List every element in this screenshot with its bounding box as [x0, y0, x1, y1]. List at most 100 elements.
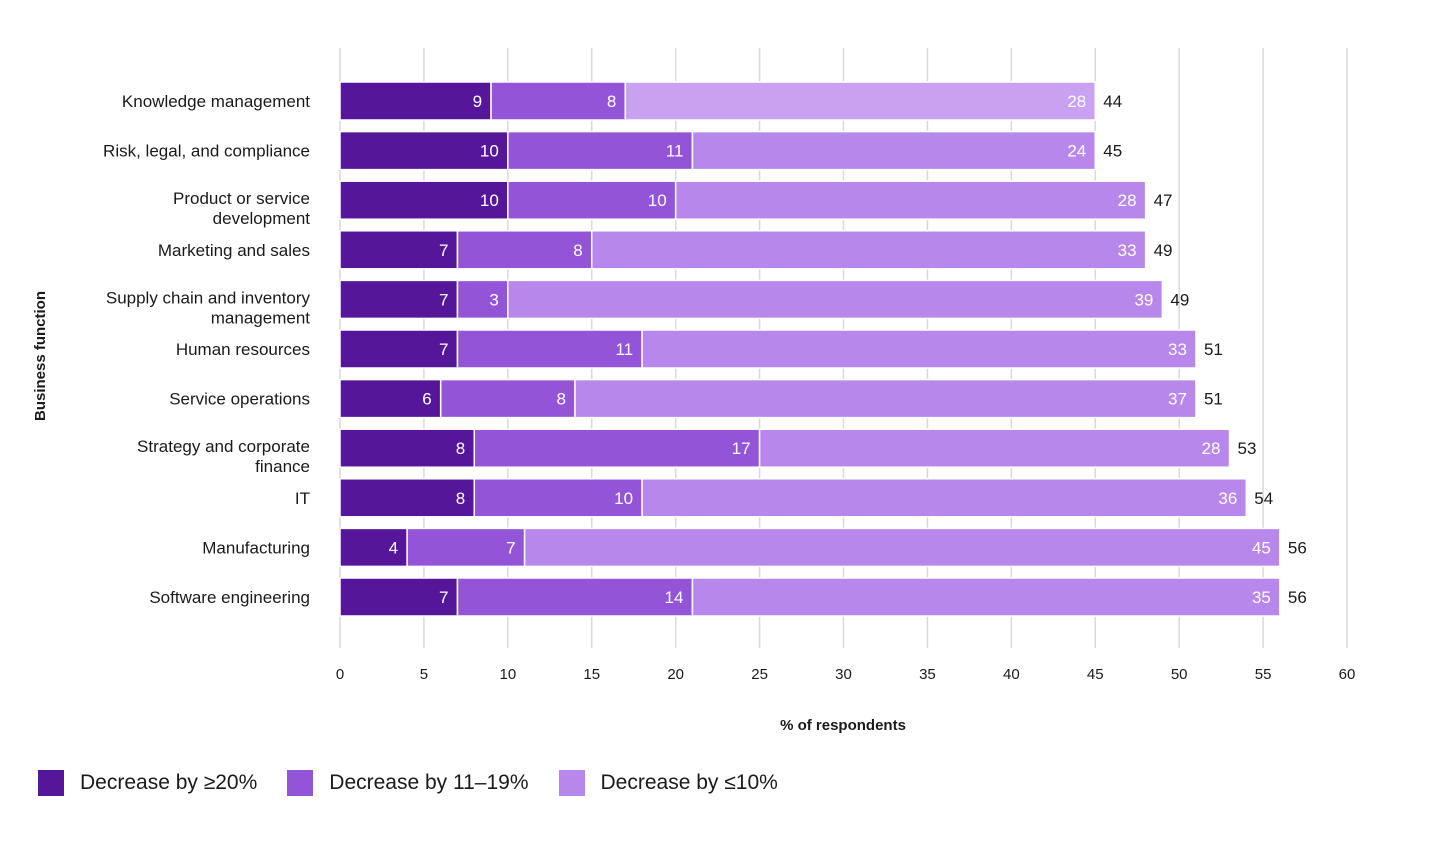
bar-segment-0-8 — [339, 478, 476, 518]
total-label-1: 45 — [1103, 142, 1122, 161]
bar-segment-2-6 — [574, 378, 1197, 419]
data-label-2-9: 45 — [1252, 538, 1271, 557]
total-label-2: 47 — [1154, 191, 1173, 210]
data-label-2-0: 28 — [1067, 92, 1086, 111]
total-label-3: 49 — [1154, 241, 1173, 260]
data-label-0-2: 10 — [480, 191, 499, 210]
data-label-1-1: 11 — [666, 142, 684, 161]
bar-segment-2-1 — [691, 130, 1096, 171]
data-label-1-5: 11 — [615, 340, 633, 359]
bar-segment-2-10 — [691, 577, 1281, 617]
bar-segment-0-2 — [339, 180, 509, 220]
data-label-1-2: 10 — [648, 191, 667, 210]
x-tick-label-10: 10 — [499, 666, 516, 683]
bar-segment-1-2 — [507, 180, 677, 220]
data-label-1-7: 17 — [732, 439, 751, 458]
category-label-7: Strategy and corporate finance — [137, 437, 310, 476]
data-label-1-9: 7 — [506, 538, 515, 557]
x-tick-label-25: 25 — [751, 666, 768, 683]
bar-segment-1-4 — [456, 279, 509, 320]
data-label-0-0: 9 — [473, 92, 482, 111]
data-label-0-3: 7 — [439, 241, 448, 260]
x-tick-label-0: 0 — [336, 666, 344, 683]
total-label-8: 54 — [1254, 489, 1273, 508]
x-tick-label-60: 60 — [1339, 666, 1356, 683]
bar-segment-2-2 — [674, 180, 1147, 220]
data-label-1-3: 8 — [573, 241, 582, 260]
legend-item-mild: Decrease by ≤10% — [558, 770, 778, 796]
bar-segment-1-0 — [490, 81, 627, 121]
total-label-6: 51 — [1204, 390, 1223, 409]
labels: 0 5 10 15 20 25 30 35 40 45 50 55 60 Knowledge manage… — [103, 92, 1355, 683]
category-label-3: Marketing and sales — [158, 241, 310, 260]
category-label-9: Manufacturing — [202, 538, 310, 557]
category-label-1: Risk, legal, and compliance — [103, 142, 310, 161]
bar-segment-2-8 — [641, 478, 1248, 518]
x-axis-title: % of respondents — [780, 717, 906, 734]
data-label-0-9: 4 — [389, 538, 398, 557]
bar-segment-1-6 — [439, 378, 576, 419]
data-label-0-10: 7 — [439, 588, 448, 607]
data-label-2-4: 39 — [1134, 290, 1153, 309]
bar-segment-0-5 — [339, 329, 459, 369]
legend-swatch-moderate — [287, 770, 314, 796]
total-label-7: 53 — [1238, 439, 1257, 458]
data-label-0-6: 6 — [422, 390, 431, 409]
bar-segment-2-4 — [507, 279, 1164, 320]
bar-segment-0-9 — [339, 527, 408, 568]
data-label-2-5: 33 — [1168, 340, 1187, 359]
total-label-5: 51 — [1204, 340, 1223, 359]
x-tick-label-45: 45 — [1087, 666, 1104, 683]
legend-swatch-mild — [558, 770, 585, 796]
category-label-line: Strategy and corporate — [137, 437, 310, 456]
bar-segment-1-5 — [456, 329, 643, 369]
data-label-1-8: 10 — [614, 489, 633, 508]
bar-segment-1-9 — [406, 527, 526, 568]
category-label-2: Product or service development — [173, 189, 310, 228]
category-label-5: Human resources — [176, 340, 310, 359]
bar-segment-0-7 — [339, 428, 476, 468]
bars — [339, 81, 1281, 617]
category-label-line: finance — [255, 457, 310, 476]
x-tick-label-40: 40 — [1003, 666, 1020, 683]
legend-label-mild: Decrease by ≤10% — [600, 771, 778, 794]
x-tick-label-15: 15 — [583, 666, 600, 683]
category-label-4: Supply chain and inventory management — [106, 288, 311, 327]
data-label-2-7: 28 — [1202, 439, 1221, 458]
legend-label-moderate: Decrease by 11–19% — [329, 771, 529, 794]
legend-item-severe: Decrease by ≥20% — [38, 770, 257, 796]
bar-segment-2-7 — [758, 428, 1231, 468]
bar-segment-2-3 — [591, 230, 1147, 270]
bar-segment-2-9 — [523, 527, 1281, 568]
data-label-1-0: 8 — [607, 92, 616, 111]
total-label-4: 49 — [1170, 290, 1189, 309]
bar-segment-1-1 — [507, 130, 694, 171]
bar-segment-1-3 — [456, 230, 593, 270]
bar-segment-2-0 — [624, 81, 1096, 121]
category-label-line: Product or service — [173, 189, 310, 208]
legend-item-moderate: Decrease by 11–19% — [287, 770, 529, 796]
data-label-1-4: 3 — [489, 290, 498, 309]
bar-segment-1-10 — [456, 577, 694, 617]
total-label-9: 56 — [1288, 538, 1307, 557]
category-label-0: Knowledge management — [122, 92, 310, 111]
data-label-0-8: 8 — [456, 489, 465, 508]
category-label-10: Software engineering — [149, 588, 310, 607]
stacked-bar-chart: 0 5 10 15 20 25 30 35 40 45 50 55 60 Knowledge manage… — [32, 48, 1355, 734]
data-label-0-4: 7 — [439, 290, 448, 309]
x-tick-label-50: 50 — [1171, 666, 1188, 683]
legend: Decrease by ≥20% Decrease by 11–19% Decr… — [38, 770, 778, 796]
category-label-6: Service operations — [169, 390, 310, 409]
category-label-line: management — [211, 308, 311, 327]
legend-swatch-severe — [38, 770, 64, 796]
data-label-2-2: 28 — [1118, 191, 1137, 210]
category-label-line: Supply chain and inventory — [106, 288, 311, 307]
data-label-1-6: 8 — [556, 390, 565, 409]
x-tick-label-30: 30 — [835, 666, 852, 683]
x-tick-label-5: 5 — [420, 666, 428, 683]
x-tick-label-55: 55 — [1255, 666, 1272, 683]
data-label-2-6: 37 — [1168, 390, 1187, 409]
data-label-2-10: 35 — [1252, 588, 1271, 607]
data-label-2-1: 24 — [1067, 142, 1086, 161]
